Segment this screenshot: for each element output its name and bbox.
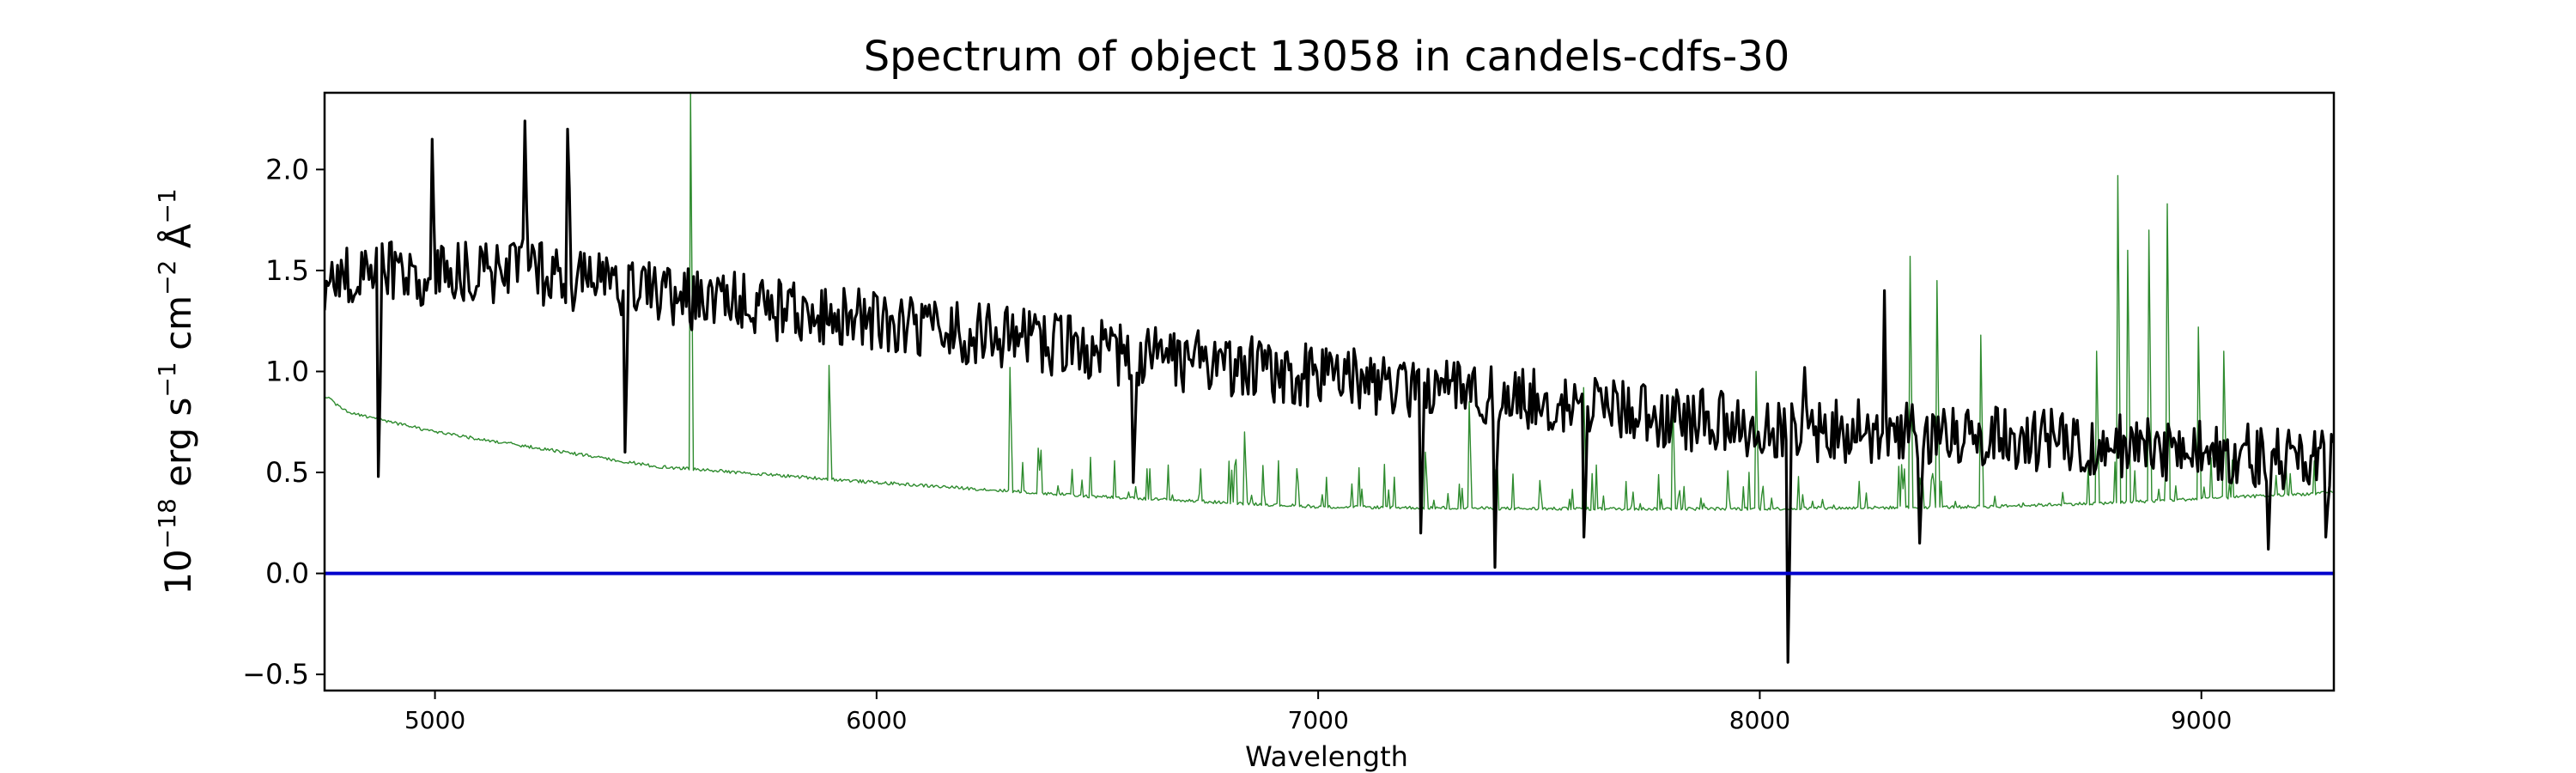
y-label-unit1: erg s xyxy=(157,398,199,499)
y-tick-label: 1.5 xyxy=(265,254,309,287)
y-axis-label: 10−18 erg s−1 cm−2 Å−1 xyxy=(153,188,199,594)
y-axis-ticks: −0.5 0.0 0.5 1.0 1.5 2.0 xyxy=(242,153,325,691)
x-axis-label: Wavelength xyxy=(1245,740,1408,773)
noise-series-line xyxy=(325,93,2334,511)
y-tick-label: 0.5 xyxy=(265,456,309,489)
x-tick-label: 8000 xyxy=(1729,706,1790,734)
y-label-unit1-exp: −1 xyxy=(153,362,181,397)
x-tick-label: 9000 xyxy=(2171,706,2232,734)
x-tick-label: 5000 xyxy=(404,706,465,734)
plot-area xyxy=(323,91,2336,692)
y-label-unit3-exp: −1 xyxy=(153,188,181,223)
y-tick-label: 1.0 xyxy=(265,355,309,387)
plot-frame xyxy=(323,91,2336,692)
y-tick-label: 2.0 xyxy=(265,153,309,186)
x-axis-ticks: 5000 6000 7000 8000 9000 xyxy=(404,691,2232,734)
y-label-base: 10 xyxy=(157,549,199,594)
y-label-unit2: cm xyxy=(157,295,199,362)
y-label-unit2-exp: −2 xyxy=(153,260,181,295)
y-tick-label: −0.5 xyxy=(242,658,309,691)
chart-title: Spectrum of object 13058 in candels-cdfs… xyxy=(864,33,1790,81)
series-layer xyxy=(325,93,2334,664)
y-tick-label: 0.0 xyxy=(265,557,309,590)
spectrum-series-line xyxy=(325,119,2334,664)
y-label-exp: −18 xyxy=(153,498,181,549)
y-label-unit3: Å xyxy=(156,223,199,259)
x-tick-label: 6000 xyxy=(846,706,907,734)
x-tick-label: 7000 xyxy=(1288,706,1349,734)
